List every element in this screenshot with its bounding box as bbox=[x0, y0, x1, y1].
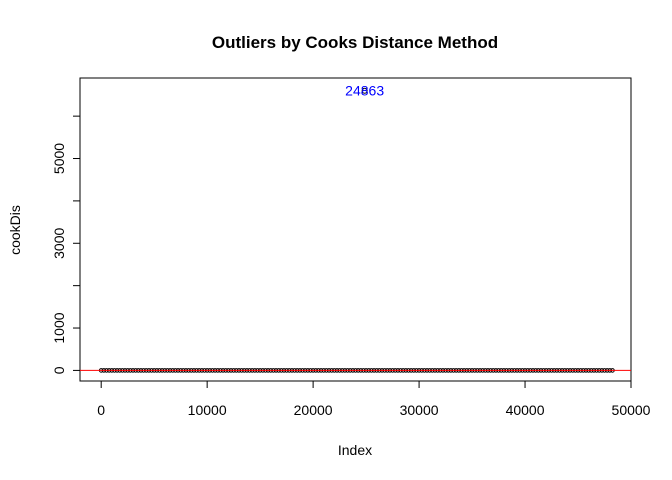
y-axis-label: cookDis bbox=[7, 205, 23, 255]
plot-frame bbox=[79, 77, 632, 382]
x-tick-label: 30000 bbox=[400, 402, 439, 418]
x-tick-label: 0 bbox=[97, 402, 105, 418]
x-axis-label: Index bbox=[338, 442, 372, 458]
x-tick-label: 20000 bbox=[294, 402, 333, 418]
y-tick-label: 1000 bbox=[51, 312, 67, 343]
y-axis: 0 1000 3000 5000 bbox=[51, 115, 81, 374]
y-tick-label: 5000 bbox=[51, 143, 67, 174]
plot-area bbox=[79, 77, 632, 382]
data-points bbox=[98, 87, 615, 373]
x-tick-label: 40000 bbox=[506, 402, 545, 418]
outlier-label: 24863 bbox=[345, 83, 384, 99]
chart-title: Outliers by Cooks Distance Method bbox=[212, 33, 498, 52]
x-axis: 0 10000 20000 30000 40000 50000 bbox=[97, 380, 651, 418]
y-tick-label: 0 bbox=[51, 366, 67, 374]
outlier-point bbox=[361, 87, 368, 94]
y-tick-label: 3000 bbox=[51, 227, 67, 258]
x-tick-label: 50000 bbox=[612, 402, 651, 418]
x-tick-label: 10000 bbox=[188, 402, 227, 418]
annotations: 24863 bbox=[345, 83, 384, 99]
